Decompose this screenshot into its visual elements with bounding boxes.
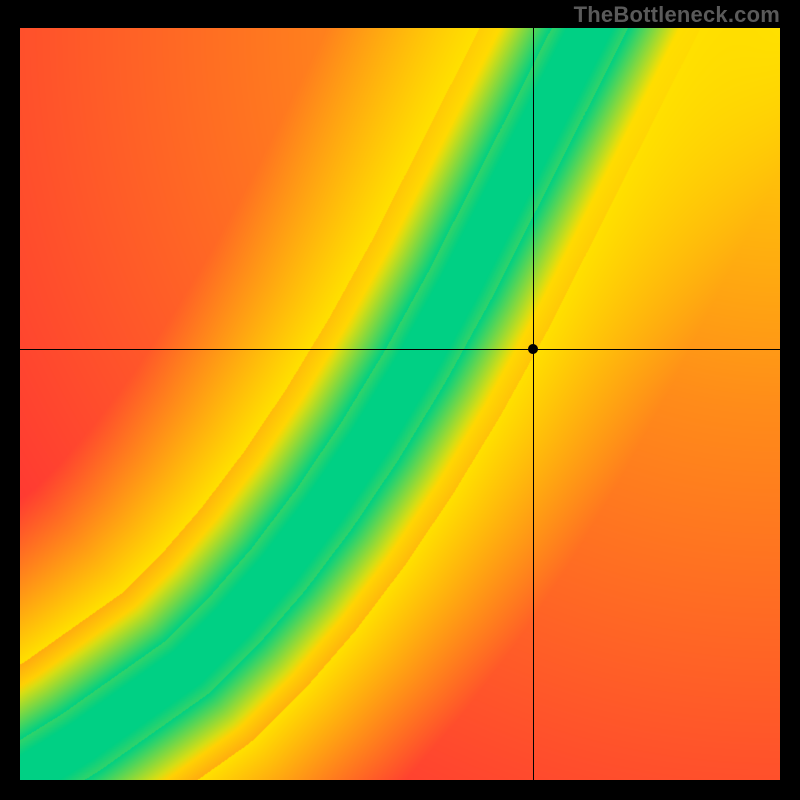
- heatmap-canvas: [20, 28, 780, 780]
- crosshair-horizontal: [20, 349, 780, 350]
- chart-container: { "watermark": { "text": "TheBottleneck.…: [0, 0, 800, 800]
- data-point-marker: [528, 344, 538, 354]
- crosshair-vertical: [533, 28, 534, 780]
- watermark-text: TheBottleneck.com: [574, 2, 780, 28]
- heatmap-plot: [20, 28, 780, 780]
